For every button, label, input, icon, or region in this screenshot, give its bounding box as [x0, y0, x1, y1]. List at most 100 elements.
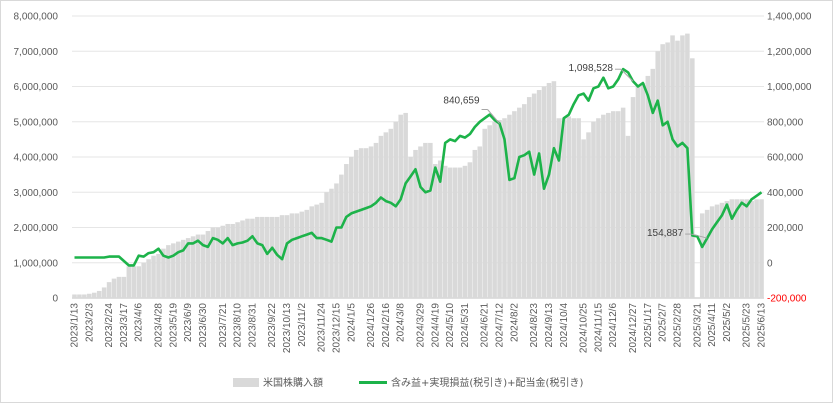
- x-tick-label: 2024/12/6: [608, 303, 619, 348]
- bar: [235, 222, 240, 298]
- bar: [428, 142, 433, 298]
- annotation-leader: [620, 68, 634, 82]
- bar: [353, 149, 359, 298]
- bar: [517, 107, 522, 299]
- bar: [96, 290, 102, 298]
- bar: [413, 149, 418, 298]
- bar: [250, 218, 255, 298]
- legend: 米国株購入額 含み益+実現損益(税引き)+配当金(税引き): [233, 376, 583, 389]
- x-tick-label: 2023/10/13: [282, 303, 293, 353]
- x-tick-label: 2023/9/22: [267, 303, 278, 348]
- left-tick-label: 8,000,000: [14, 12, 59, 23]
- bar: [704, 209, 710, 298]
- bar: [393, 121, 399, 298]
- bar: [264, 216, 270, 298]
- bar: [255, 216, 260, 298]
- right-tick-label: 800,000: [767, 117, 804, 128]
- bar: [383, 132, 389, 298]
- bar: [180, 239, 186, 298]
- bar: [156, 253, 161, 298]
- bar: [334, 183, 339, 298]
- bar: [151, 255, 156, 298]
- bar: [289, 213, 295, 298]
- gridlines: [72, 15, 764, 299]
- x-axis-ticks: 2023/1/13 2023/2/3 2023/2/24 2023/3/17 2023/…: [70, 303, 768, 354]
- bar: [91, 292, 97, 298]
- bar: [734, 199, 740, 298]
- bar: [87, 293, 92, 298]
- annotation-label: 154,887: [647, 228, 684, 239]
- bar: [106, 282, 112, 298]
- x-tick-label: 2023/5/19: [168, 303, 179, 348]
- bar: [709, 206, 715, 298]
- bar: [606, 112, 611, 298]
- bar: [433, 164, 438, 298]
- line-series: [74, 67, 763, 267]
- left-tick-label: 4,000,000: [14, 153, 59, 164]
- bar: [378, 135, 384, 298]
- x-tick-label: 2023/3/17: [119, 303, 130, 348]
- bar: [472, 149, 478, 298]
- bar: [269, 216, 275, 298]
- bar: [467, 162, 473, 298]
- left-tick-label: 2,000,000: [14, 223, 59, 234]
- bar: [403, 112, 408, 298]
- bar: [759, 199, 764, 298]
- bar: [576, 118, 581, 298]
- bar: [205, 231, 211, 298]
- bar: [650, 68, 656, 298]
- x-tick-label: 2024/12/27: [628, 303, 639, 353]
- x-tick-label: 2024/8/2: [509, 303, 520, 342]
- x-tick-label: 2024/10/25: [579, 303, 590, 353]
- bar: [437, 160, 443, 298]
- x-tick-label: 2025/3/21: [692, 303, 703, 348]
- bar: [161, 248, 166, 298]
- bar: [452, 167, 458, 298]
- bar: [719, 202, 725, 298]
- bar: [418, 146, 423, 298]
- bar: [620, 107, 626, 299]
- bar: [72, 294, 77, 298]
- bar: [116, 276, 122, 298]
- annotation-label: 840,659: [443, 96, 480, 107]
- bar: [77, 294, 82, 298]
- bar: [625, 135, 631, 298]
- bar: [754, 199, 759, 298]
- bar: [665, 42, 670, 298]
- x-tick-label: 2023/11/2: [297, 303, 308, 347]
- bar: [462, 165, 468, 298]
- bar: [294, 213, 300, 298]
- bar: [675, 40, 680, 299]
- bar: [408, 157, 413, 298]
- annotation-leader: [691, 233, 708, 239]
- bar: [566, 116, 572, 299]
- x-tick-label: 2025/2/7: [658, 303, 669, 342]
- bar: [126, 266, 132, 298]
- x-tick-label: 2024/11/15: [593, 303, 604, 353]
- x-tick-label: 2023/4/28: [154, 303, 165, 348]
- bar: [729, 199, 735, 298]
- x-tick-label: 2025/4/11: [707, 303, 718, 347]
- bar: [141, 262, 146, 298]
- bar: [344, 164, 349, 298]
- bar: [521, 104, 527, 298]
- bar: [339, 174, 344, 298]
- bar: [284, 215, 290, 298]
- bar: [121, 276, 127, 298]
- bar: [195, 234, 201, 298]
- bar: [240, 220, 245, 298]
- x-tick-label: 2023/1/13: [70, 303, 81, 348]
- bar: [363, 148, 369, 298]
- left-tick-label: 6,000,000: [14, 82, 59, 93]
- bar: [111, 278, 117, 298]
- bar: [358, 148, 364, 298]
- x-tick-label: 2023/6/9: [183, 303, 194, 342]
- bar: [171, 243, 176, 298]
- bar: [260, 216, 265, 298]
- legend-bar-swatch: [233, 378, 259, 387]
- x-tick-label: 2024/3/8: [396, 303, 407, 342]
- x-tick-label: 2024/4/19: [430, 303, 441, 348]
- bar: [423, 142, 428, 298]
- bar: [245, 218, 250, 298]
- bar: [220, 225, 226, 298]
